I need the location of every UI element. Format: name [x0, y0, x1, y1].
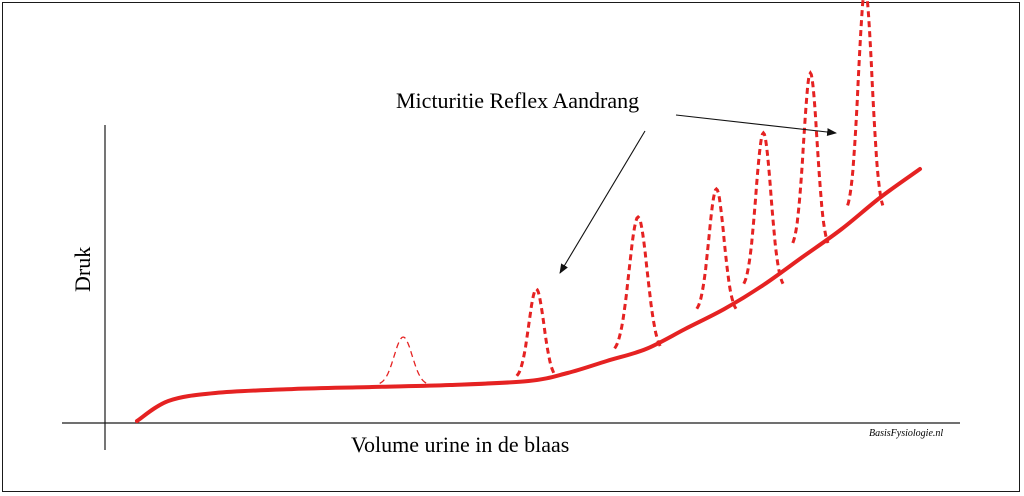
- x-axis-label: Volume urine in de blaas: [351, 432, 569, 457]
- annotation-arrow-right: [675, 114, 837, 136]
- pressure-curve: [135, 167, 922, 423]
- reflex-waves: [379, 0, 885, 384]
- reflex-wave-6: [791, 70, 830, 244]
- reflex-wave-1: [379, 336, 428, 384]
- credit-label: BasisFysiologie.nl: [869, 428, 943, 439]
- reflex-wave-3: [613, 214, 663, 350]
- reflex-wave-4: [695, 186, 738, 310]
- annotation-arrow-left: [559, 130, 646, 274]
- y-axis-label: Druk: [70, 247, 95, 292]
- reflex-wave-7: [846, 0, 885, 206]
- reflex-wave-2: [515, 287, 558, 377]
- reflex-wave-5: [742, 130, 785, 285]
- annotation-label: Micturitie Reflex Aandrang: [396, 88, 639, 113]
